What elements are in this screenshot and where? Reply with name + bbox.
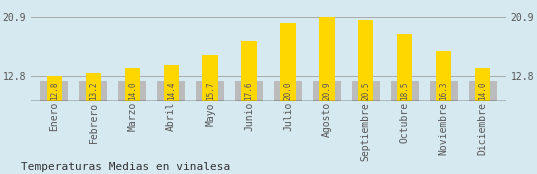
Bar: [79, 81, 107, 101]
Text: 20.0: 20.0: [284, 81, 293, 100]
Text: 18.5: 18.5: [400, 81, 409, 100]
Bar: [118, 81, 146, 101]
Bar: [47, 76, 62, 101]
Bar: [274, 81, 302, 101]
Bar: [40, 81, 69, 101]
Bar: [319, 17, 335, 101]
Bar: [391, 81, 419, 101]
Bar: [235, 81, 263, 101]
Text: 16.3: 16.3: [439, 81, 448, 100]
Text: 14.4: 14.4: [166, 81, 176, 100]
Bar: [358, 20, 374, 101]
Bar: [202, 55, 218, 101]
Text: 20.5: 20.5: [361, 81, 371, 100]
Bar: [157, 81, 185, 101]
Bar: [125, 68, 140, 101]
Bar: [397, 34, 412, 101]
Bar: [313, 81, 341, 101]
Text: 17.6: 17.6: [244, 81, 253, 100]
Text: Temperaturas Medias en vinalesa: Temperaturas Medias en vinalesa: [21, 162, 231, 172]
Text: 13.2: 13.2: [89, 81, 98, 100]
Bar: [241, 41, 257, 101]
Bar: [475, 68, 490, 101]
Text: 20.9: 20.9: [322, 81, 331, 100]
Bar: [196, 81, 224, 101]
Bar: [352, 81, 380, 101]
Text: 14.0: 14.0: [128, 81, 137, 100]
Bar: [86, 73, 101, 101]
Bar: [280, 23, 296, 101]
Bar: [163, 65, 179, 101]
Bar: [430, 81, 458, 101]
Text: 15.7: 15.7: [206, 81, 215, 100]
Text: 12.8: 12.8: [50, 81, 59, 100]
Text: 14.0: 14.0: [478, 81, 487, 100]
Bar: [436, 51, 451, 101]
Bar: [468, 81, 497, 101]
